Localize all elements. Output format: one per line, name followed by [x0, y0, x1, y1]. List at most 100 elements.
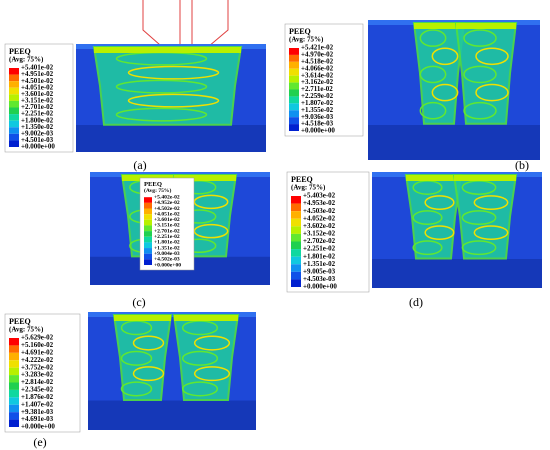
strain-band — [193, 366, 231, 382]
legend-swatch — [291, 271, 301, 280]
legend-label: +0.000e+00 — [301, 127, 335, 135]
strain-band — [127, 65, 220, 80]
legend-swatch — [9, 107, 19, 115]
caption: (a) — [133, 158, 146, 172]
legend-swatch — [289, 82, 299, 90]
legend-label: +4.501e-03 — [21, 136, 54, 144]
legend-swatch — [144, 219, 152, 226]
legend-swatch — [144, 214, 152, 220]
legend-label: +4.951e-02 — [21, 70, 54, 78]
legend-label: +9.036e-03 — [301, 113, 334, 121]
surface-strain — [174, 315, 238, 321]
legend-label: +2.814e-02 — [21, 378, 54, 386]
strain-band — [463, 65, 497, 84]
legend-label: +4.518e-02 — [301, 57, 334, 65]
strain-band — [431, 47, 459, 66]
surface-strain — [414, 23, 464, 29]
legend-label: +2.702e-02 — [303, 237, 336, 245]
legend-swatch — [291, 264, 301, 272]
legend-label: +0.000e+00 — [21, 423, 55, 431]
legend-swatch — [9, 338, 19, 346]
legend-label: +2.251e-02 — [21, 110, 54, 118]
surface-strain — [114, 315, 171, 321]
legend-swatch — [289, 68, 299, 76]
legend-swatch — [289, 110, 299, 118]
legend-label: +9.002e-03 — [21, 129, 54, 137]
legend-swatch — [144, 202, 152, 209]
legend-swatch — [9, 367, 19, 376]
legend-swatch — [9, 382, 19, 390]
legend-swatch — [9, 68, 19, 75]
legend-swatch — [9, 397, 19, 405]
legend-swatch — [289, 75, 299, 83]
legend-label: +4.066e-02 — [301, 64, 334, 72]
legend-label: +4.952e-02 — [154, 200, 180, 206]
strain-band — [419, 29, 447, 47]
strain-band — [463, 101, 497, 120]
legend-label: +5.421e-02 — [301, 44, 334, 52]
legend-subtitle: (Avg: 75%) — [144, 187, 172, 194]
legend-title: PEEQ — [144, 181, 162, 188]
specimen-base — [372, 259, 542, 288]
legend-label: +3.614e-02 — [301, 71, 334, 79]
legend-label: +1.800e-02 — [21, 116, 54, 124]
legend-swatch — [291, 211, 301, 219]
legend-swatch — [9, 404, 19, 413]
legend-swatch — [144, 231, 152, 237]
caption: (d) — [409, 295, 423, 309]
strain-band — [473, 195, 509, 210]
legend-title: PEEQ — [9, 47, 31, 56]
legend-label: +4.503e-02 — [303, 207, 336, 215]
legend-label: +5.629e-02 — [21, 334, 54, 342]
legend-swatch — [291, 279, 301, 287]
legend-swatch — [289, 54, 299, 62]
legend-label: +3.152e-02 — [303, 230, 336, 238]
legend-label: +2.345e-02 — [21, 386, 54, 394]
legend-title: PEEQ — [291, 175, 313, 184]
legend-label: +4.970e-02 — [301, 51, 334, 59]
caption: (c) — [132, 295, 145, 309]
legend-swatch — [289, 96, 299, 104]
legend-swatch — [9, 133, 19, 141]
legend-swatch — [289, 124, 299, 131]
legend-swatch — [9, 345, 19, 353]
legend-swatch — [9, 412, 19, 420]
legend-label: +2.701e-02 — [21, 103, 54, 111]
strain-band — [412, 240, 443, 256]
legend-swatch — [144, 236, 152, 243]
legend-label: +1.876e-02 — [21, 393, 54, 401]
legend-subtitle: (Avg: 75%) — [289, 36, 324, 44]
legend-swatch — [9, 94, 19, 101]
surface-strain — [456, 23, 516, 29]
legend-label: +4.502e-02 — [154, 206, 180, 212]
legend-swatch — [289, 48, 299, 55]
strain-band — [120, 350, 153, 366]
strain-band — [419, 101, 447, 120]
strain-band — [193, 194, 229, 210]
strain-band — [419, 65, 447, 84]
legend-swatch — [9, 419, 19, 427]
specimen-base — [368, 125, 540, 160]
legend-swatch — [289, 61, 299, 69]
legend-label: +4.501e-02 — [21, 77, 54, 85]
panel: PEEQ(Avg: 75%)+5.402e-02+4.952e-02+4.502… — [90, 172, 270, 309]
strain-band — [193, 223, 229, 239]
strain-band — [473, 225, 509, 241]
legend-label: +4.691e-02 — [21, 348, 54, 356]
legend-label: +5.402e-02 — [154, 194, 180, 200]
legend-label: +1.350e-02 — [21, 123, 54, 131]
legend-label: +5.160e-02 — [21, 341, 54, 349]
strain-band — [115, 107, 208, 122]
legend-swatch — [289, 103, 299, 111]
legend-label: +9.005e-03 — [303, 267, 336, 275]
legend-swatch — [9, 120, 19, 128]
legend-label: +1.355e-02 — [301, 106, 334, 114]
legend-label: +4.051e-02 — [154, 211, 180, 217]
panel: PEEQ(Avg: 75%)+5.401e-02+4.951e-02+4.501… — [4, 43, 266, 172]
surface-strain — [174, 175, 236, 181]
legend-swatch — [144, 197, 152, 203]
strain-band — [461, 240, 497, 256]
legend-swatch — [144, 253, 152, 260]
legend-title: PEEQ — [289, 27, 311, 36]
